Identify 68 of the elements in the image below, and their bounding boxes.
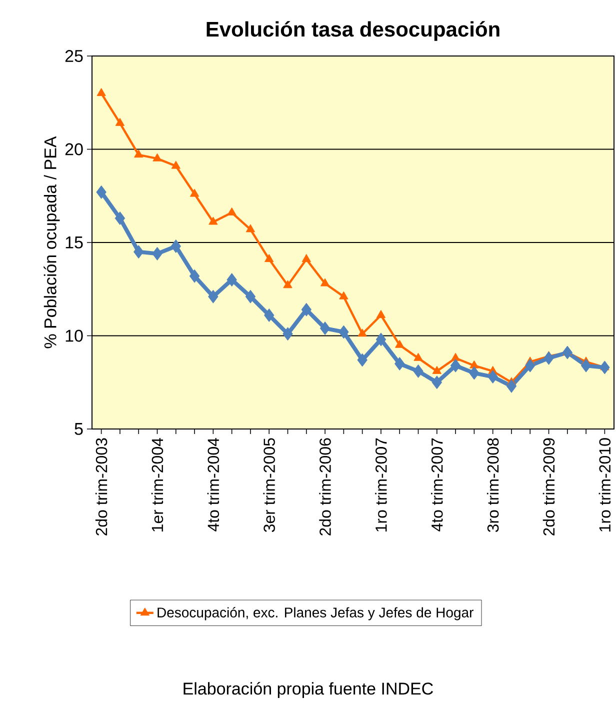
point [580,358,592,372]
point [227,207,236,216]
point [357,353,368,367]
point [432,376,442,390]
point [338,325,349,339]
chart-title: Evolución tasa desocupación [206,21,500,41]
point [246,224,256,232]
point [358,328,367,337]
point [152,246,162,260]
x-tick-label: 1ro trim-2010 [598,438,611,532]
point [115,118,125,126]
point [524,358,536,372]
point [283,280,292,288]
point [450,352,460,361]
x-tick-label: 3er trim-2005 [263,438,275,532]
point [245,290,256,304]
point [450,358,461,372]
point [320,322,330,336]
point [488,370,498,384]
text: Elaboración propia fuente INDEC [184,682,433,698]
point [469,366,480,380]
point [208,216,218,225]
point [544,351,554,365]
point [301,302,312,316]
point [376,332,386,346]
point [189,269,200,283]
point [96,185,106,199]
point [339,291,348,300]
point [395,340,404,348]
point [432,366,442,374]
x-tick-label: 4to trim-2004 [207,438,220,532]
point [302,254,311,262]
point [470,360,479,368]
point [413,364,424,378]
x-tick-label: 4to trim-2007 [431,438,443,532]
point [152,153,162,162]
x-tick-label: 2do trim-2006 [319,438,331,536]
x-tick-label: 1ro trim-2007 [375,438,387,532]
x-tick-label: 2do trim-2003 [95,438,108,536]
x-tick-label: 3ro trim-2008 [486,438,499,532]
x-tick-label: 1er trim-2004 [151,438,164,532]
point [506,379,517,393]
y-tick-label: 20 [65,143,83,156]
y-tick-label: 15 [66,236,83,248]
y-tick-label: 10 [66,330,83,342]
point [190,188,200,197]
point [414,352,423,361]
point [376,310,386,318]
point [600,360,610,374]
point [226,273,237,287]
point [320,278,330,286]
point [282,327,293,341]
point [96,88,106,96]
y-axis-title: % Población ocupada / PEA [44,136,60,348]
y-tick-label: 5 [74,423,83,435]
point [264,308,274,322]
point [562,346,573,360]
point [208,290,218,304]
x-tick-label: 2do trim-2009 [542,438,555,536]
y-tick-label: 25 [65,50,83,62]
point [264,254,274,262]
point [133,245,144,259]
point [171,160,180,169]
point [114,212,126,225]
legend-label: Desocupación, exc. Planes Jefas y Jefes de Hogar [158,607,474,620]
point [170,239,182,253]
point [394,356,405,370]
point [134,150,144,158]
